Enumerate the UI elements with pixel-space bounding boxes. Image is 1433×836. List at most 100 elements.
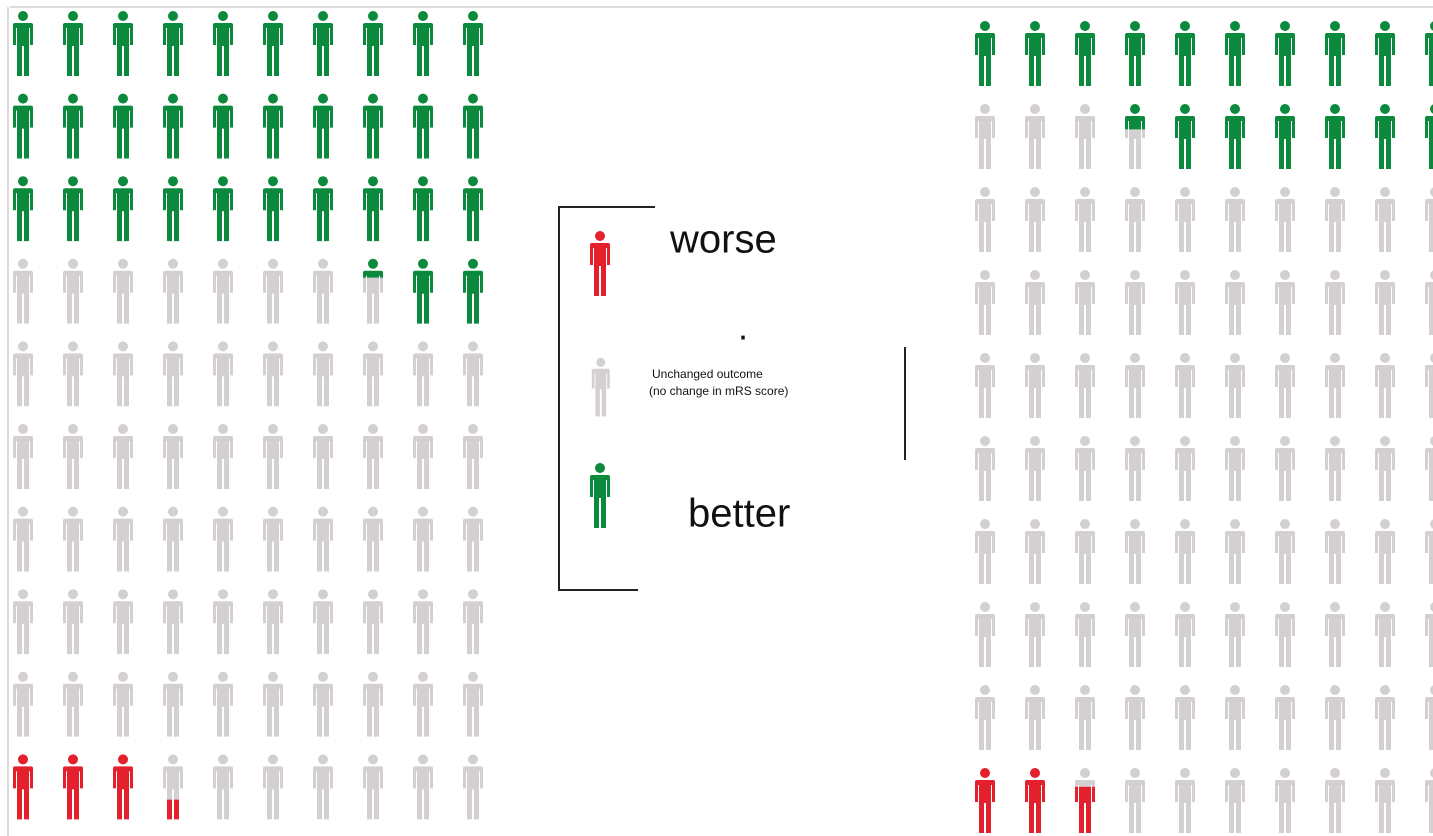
icon-unchanged (413, 506, 433, 572)
icon-unchanged (1075, 768, 1095, 787)
icon-unchanged (263, 671, 283, 737)
icon-unchanged (1075, 187, 1095, 252)
icon-unchanged (313, 754, 333, 820)
icon-unchanged (1175, 768, 1195, 833)
icon-better (13, 11, 33, 76)
icon-unchanged (213, 341, 233, 407)
icon-unchanged (363, 277, 383, 324)
icon-unchanged (13, 341, 33, 407)
icon-better (313, 93, 333, 159)
icon-unchanged (1025, 270, 1045, 335)
icon-worse (1075, 786, 1095, 833)
icon-better (413, 176, 433, 242)
icon-unchanged (1325, 270, 1345, 335)
icon-unchanged (1375, 353, 1395, 418)
icon-better (1175, 104, 1195, 169)
icon-worse (1025, 768, 1045, 833)
icon-unchanged (13, 671, 33, 737)
icon-unchanged (1125, 768, 1145, 833)
icon-unchanged (1025, 436, 1045, 501)
icon-unchanged (213, 424, 233, 489)
icon-unchanged (63, 424, 83, 489)
icon-unchanged (1425, 353, 1433, 418)
icon-unchanged (1025, 602, 1045, 667)
icon-unchanged (63, 258, 83, 324)
icon-unchanged (1275, 768, 1295, 833)
icon-unchanged (1025, 519, 1045, 584)
icon-unchanged (63, 506, 83, 572)
icon-unchanged (213, 589, 233, 655)
icon-better (1225, 21, 1245, 86)
icon-unchanged (413, 754, 433, 820)
icon-unchanged (463, 671, 483, 737)
legend: worse . Unchanged outcome (no change in … (558, 206, 906, 591)
icon-unchanged (1375, 602, 1395, 667)
icon-unchanged (363, 506, 383, 572)
icon-better (463, 11, 483, 76)
icon-better (1375, 104, 1395, 169)
icon-unchanged (1075, 270, 1095, 335)
legend-icon (591, 357, 610, 417)
icon-unchanged (975, 353, 995, 418)
icon-unchanged (1125, 353, 1145, 418)
icon-unchanged (463, 754, 483, 820)
icon-better (213, 176, 233, 242)
icon-unchanged (1025, 685, 1045, 750)
icon-better (113, 176, 133, 242)
icon-better (263, 176, 283, 242)
icon-unchanged (1175, 270, 1195, 335)
icon-better (463, 176, 483, 242)
icon-better (163, 11, 183, 76)
icon-unchanged (163, 671, 183, 737)
icon-unchanged (113, 506, 133, 572)
icon-unchanged (313, 671, 333, 737)
icon-unchanged (213, 671, 233, 737)
icon-unchanged (1075, 519, 1095, 584)
icon-unchanged (263, 506, 283, 572)
icon-unchanged (975, 104, 995, 169)
icon-better (413, 93, 433, 159)
icon-unchanged (1325, 519, 1345, 584)
icon-better (1175, 21, 1195, 86)
icon-better (113, 93, 133, 159)
icon-unchanged (1425, 768, 1433, 833)
icon-unchanged (63, 341, 83, 407)
icon-unchanged (263, 589, 283, 655)
icon-unchanged (1125, 602, 1145, 667)
icon-unchanged (1275, 270, 1295, 335)
icon-better (263, 93, 283, 159)
icon-unchanged (1375, 768, 1395, 833)
icon-unchanged (263, 754, 283, 820)
legend-bracket (558, 206, 655, 591)
icon-better (1275, 21, 1295, 86)
icon-unchanged (1075, 602, 1095, 667)
icon-unchanged (63, 671, 83, 737)
icon-unchanged (1325, 768, 1345, 833)
icon-unchanged (363, 589, 383, 655)
icon-unchanged (463, 341, 483, 407)
icon-unchanged (1175, 436, 1195, 501)
icon-unchanged (13, 424, 33, 489)
icon-better (213, 93, 233, 159)
icon-unchanged (413, 671, 433, 737)
legend-label: better (688, 492, 790, 536)
icon-unchanged (13, 258, 33, 324)
icon-better (13, 93, 33, 159)
icon-better (363, 93, 383, 159)
icon-better (63, 176, 83, 242)
icon-unchanged (413, 341, 433, 407)
icon-better (363, 258, 383, 278)
icon-unchanged (1025, 104, 1045, 169)
icon-unchanged (1175, 685, 1195, 750)
legend-sublabel: (no change in mRS score) (649, 384, 788, 398)
icon-unchanged (1075, 104, 1095, 169)
icon-better (1025, 21, 1045, 86)
icon-unchanged (1425, 436, 1433, 501)
icon-unchanged (1275, 353, 1295, 418)
icon-better (1325, 21, 1345, 86)
icon-unchanged (975, 685, 995, 750)
icon-better (263, 11, 283, 76)
icon-unchanged (63, 589, 83, 655)
icon-better (1075, 21, 1095, 86)
legend-label: worse (669, 218, 777, 262)
